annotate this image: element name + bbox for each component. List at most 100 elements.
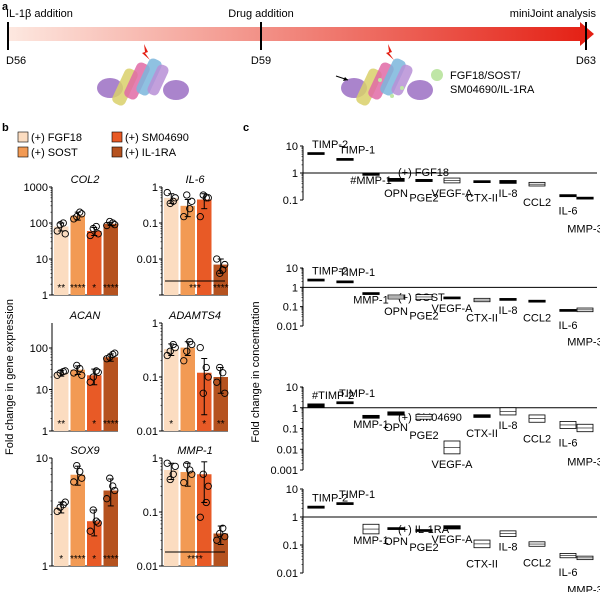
event-top-2: miniJoint analysis: [510, 8, 597, 20]
box-2: [362, 173, 380, 176]
data-point: [202, 363, 210, 372]
data-point: [183, 461, 191, 469]
event-top-1: Drug addition: [228, 8, 293, 20]
box-5: [443, 296, 461, 300]
data-point: [204, 194, 212, 202]
significance-label: **: [57, 419, 65, 430]
drug-label-line-2: SM04690/IL-1RA: [450, 84, 535, 96]
drug-label-line-1: FGF18/SOST/: [450, 70, 521, 82]
data-point: [221, 389, 229, 397]
bar-1: [180, 347, 195, 431]
gene-expression-panel: b (+) FGF18 (+) SOST (+) SM04690 (+) IL-…: [2, 122, 229, 573]
significance-label: *: [169, 419, 173, 430]
legend-swatch-sost: [17, 146, 29, 158]
data-point: [86, 527, 94, 535]
data-point: [53, 227, 61, 235]
significance-label: ****: [70, 554, 86, 565]
data-point: [73, 461, 81, 470]
legend-label-sost: (+) SOST: [31, 147, 78, 159]
box-2: [362, 292, 380, 295]
legend-swatch-fgf18: [17, 131, 29, 143]
data-point: [56, 503, 64, 511]
data-point: [111, 486, 119, 495]
chart-title: MMP-1: [177, 445, 212, 457]
category-label: TIMP-1: [339, 489, 375, 501]
data-point: [183, 191, 191, 199]
data-point: [92, 517, 100, 525]
y-tick-label: 1: [292, 512, 298, 524]
category-label: PGE2: [409, 310, 438, 322]
data-point: [196, 343, 204, 352]
category-label: OPN: [384, 188, 408, 200]
bar-2: [197, 474, 212, 566]
significance-label: **: [57, 283, 65, 294]
data-point: [204, 482, 212, 490]
timeline-panel: a IL-1β addition Drug addition miniJoint…: [2, 1, 597, 106]
category-label: CTX-II: [466, 428, 498, 440]
panel-label-a: a: [2, 1, 9, 13]
category-label: VEGF-A: [432, 459, 474, 471]
box-5: [443, 525, 461, 530]
category-label: TIMP-1: [339, 145, 375, 157]
timeline-arrow: [8, 22, 594, 46]
data-point: [56, 369, 64, 377]
chart-title: (+) FGF18: [398, 167, 449, 179]
data-point: [89, 373, 97, 381]
box-0: [307, 152, 325, 155]
category-label: IL-8: [499, 188, 518, 200]
bar-2: [87, 375, 102, 431]
data-point: [78, 210, 86, 218]
y-tick-label: 1: [42, 561, 48, 573]
category-label: TIMP-2: [312, 492, 348, 504]
category-label: PGE2: [409, 430, 438, 442]
category-label: MMP-3: [567, 337, 600, 349]
bar-3: [103, 357, 118, 431]
significance-label: ****: [103, 554, 119, 565]
bar-3: [103, 223, 118, 295]
category-label: #MMP-1: [350, 175, 392, 187]
data-point: [56, 220, 64, 229]
category-label: CCL2: [523, 433, 551, 445]
data-point: [89, 224, 97, 233]
category-label: CCL2: [523, 557, 551, 569]
y-tick-label: 10: [36, 254, 48, 266]
y-tick-label: 10: [36, 453, 48, 465]
y-tick-label: 0.1: [283, 424, 298, 436]
category-label: CCL2: [523, 197, 551, 209]
chart-title: SOX9: [70, 445, 99, 457]
concentration-panel: c Fold change in concentration 0.1 1 10 (+)…: [243, 122, 600, 592]
box-7: [499, 180, 517, 184]
data-point: [163, 459, 171, 467]
data-point: [180, 357, 188, 365]
bar-1: [180, 205, 195, 295]
significance-label: *: [202, 419, 206, 430]
data-point: [171, 343, 179, 352]
box-9: [559, 309, 577, 312]
y-tick-label: 0.1: [283, 195, 298, 207]
significance-label: *: [92, 419, 96, 430]
data-point: [199, 470, 207, 478]
data-point: [171, 462, 179, 471]
category-label: MMP-3: [567, 223, 600, 235]
event-bottom-0: D56: [6, 55, 26, 67]
bar-0: [164, 469, 179, 566]
data-point: [94, 519, 102, 527]
data-point: [213, 536, 221, 544]
box-1: [336, 401, 354, 405]
data-point: [216, 269, 224, 277]
box-10: [576, 196, 594, 200]
y-tick-label: 0.1: [283, 540, 298, 552]
category-label: IL-6: [559, 438, 578, 450]
data-point: [61, 230, 69, 238]
category-label: #TIMP-2: [312, 390, 354, 402]
box-2: [362, 414, 380, 419]
box-3: [387, 411, 405, 416]
data-point: [78, 474, 86, 482]
category-label: IL-8: [499, 420, 518, 432]
